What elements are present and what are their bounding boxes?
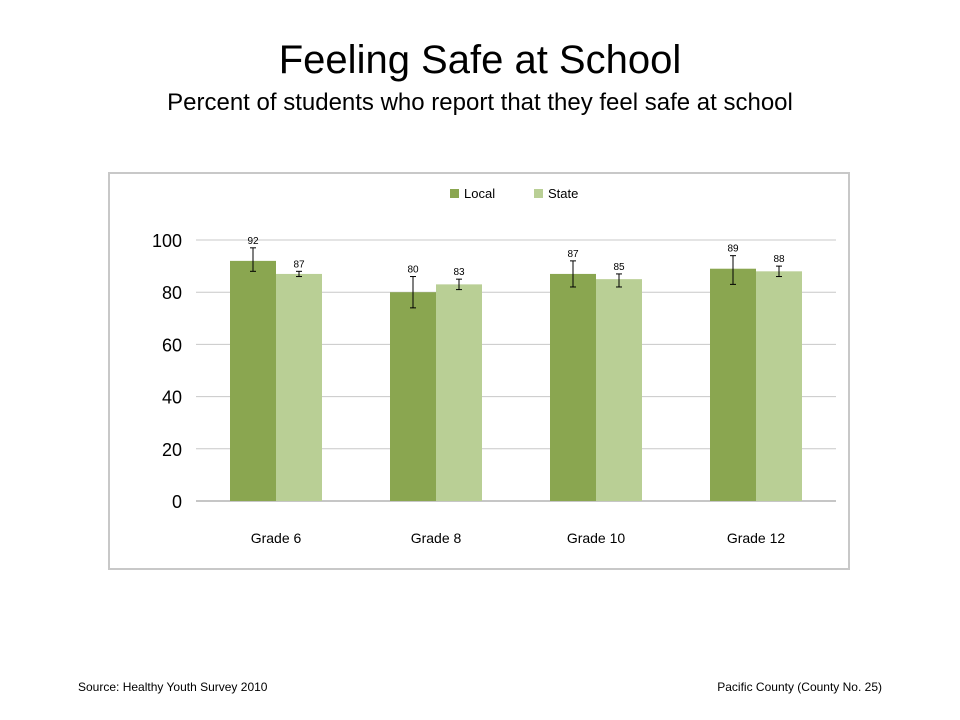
slide-subtitle: Percent of students who report that they…: [167, 89, 793, 116]
bar-state: [276, 273, 322, 501]
legend-label: Local: [464, 186, 495, 201]
bar-state: [436, 284, 482, 501]
bar-local: [390, 292, 436, 501]
y-tick-label: 0: [172, 492, 182, 512]
data-label: 92: [247, 236, 259, 247]
data-label: 83: [453, 267, 465, 278]
data-label: 88: [773, 254, 785, 265]
y-tick-label: 20: [162, 440, 182, 460]
data-label: 85: [613, 262, 625, 273]
y-tick-label: 60: [162, 335, 182, 355]
y-tick-label: 100: [152, 231, 182, 251]
legend-swatch: [450, 189, 459, 198]
bar-local: [550, 273, 596, 501]
data-label: 87: [293, 259, 305, 270]
bar-state: [756, 271, 802, 501]
legend-swatch: [534, 189, 543, 198]
data-label: 80: [407, 265, 419, 276]
x-tick-label: Grade 12: [727, 530, 786, 546]
x-tick-label: Grade 10: [567, 530, 626, 546]
county-note: Pacific County (County No. 25): [717, 680, 882, 694]
x-tick-label: Grade 6: [251, 530, 302, 546]
bar-state: [596, 279, 642, 501]
source-note: Source: Healthy Youth Survey 2010: [78, 680, 268, 694]
chart-frame: 0 20 40 60 80 100 Grade 6 Grade 8 Grade 10 Grade …: [108, 172, 850, 570]
bar-local: [710, 268, 756, 501]
data-label: 87: [567, 249, 579, 260]
slide-title: Feeling Safe at School: [278, 38, 682, 82]
x-tick-label: Grade 8: [411, 530, 462, 546]
bar-chart: 0 20 40 60 80 100 Grade 6 Grade 8 Grade 10 Grade …: [152, 186, 836, 546]
data-label: 89: [727, 244, 739, 255]
bar-local: [230, 260, 276, 501]
y-tick-label: 80: [162, 283, 182, 303]
legend-label: State: [548, 186, 578, 201]
y-tick-label: 40: [162, 388, 182, 408]
